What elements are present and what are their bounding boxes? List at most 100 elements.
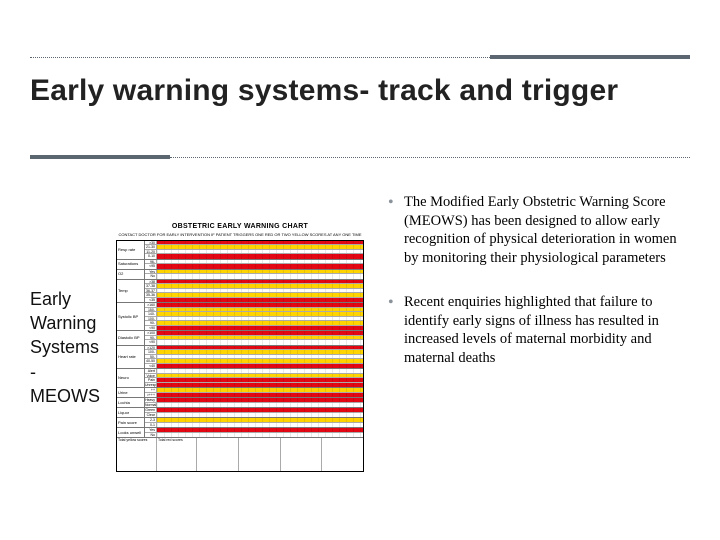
row-value: >38 xyxy=(145,280,157,284)
grid-overlay xyxy=(157,326,363,331)
param-block: Saturations96-100<95 xyxy=(117,259,363,269)
param-label: Saturations xyxy=(117,260,145,269)
param-label: Liquor xyxy=(117,408,145,417)
row-value: 2-3 xyxy=(145,418,157,422)
row-band xyxy=(157,331,363,335)
param-rows: >10090-100<90 xyxy=(145,331,363,345)
obstetric-warning-chart: Resp rate>3021-3011-200-10Saturations96-… xyxy=(116,240,364,473)
footer-cell: Total yellow scores xyxy=(117,438,157,471)
row-value: 150-160 xyxy=(145,308,157,312)
param-label: O2 xyxy=(117,270,145,279)
row-value: ++ xyxy=(145,388,157,392)
row-value: No xyxy=(145,274,157,279)
grid-overlay xyxy=(157,418,363,422)
row-band xyxy=(157,270,363,274)
param-block: Pain score2-30-1 xyxy=(117,417,363,427)
row-band xyxy=(157,260,363,264)
footer-cell xyxy=(322,438,363,471)
param-label: Neuro xyxy=(117,369,145,387)
rule-thick xyxy=(490,55,690,59)
row-band xyxy=(157,428,363,432)
row-band xyxy=(157,303,363,307)
rule-dots xyxy=(170,157,690,158)
chart-row: <40 xyxy=(145,364,363,369)
row-band xyxy=(157,308,363,312)
row-value: 40-50 xyxy=(145,359,157,363)
param-rows: >3837-3836-3735-36<35 xyxy=(145,280,363,303)
grid-overlay xyxy=(157,336,363,340)
chart-row: No xyxy=(145,433,363,438)
param-block: LiquorGreenClear xyxy=(117,407,363,417)
row-band xyxy=(157,408,363,412)
param-label: Lochia xyxy=(117,398,145,407)
chart-wrap: OBSTETRIC EARLY WARNING CHART CONTACT DO… xyxy=(110,223,370,473)
grid-overlay xyxy=(157,312,363,316)
chart-row: <35 xyxy=(145,298,363,303)
param-label: Systolic BP xyxy=(117,303,145,330)
row-band xyxy=(157,403,363,408)
row-value: 96-100 xyxy=(145,260,157,264)
row-band xyxy=(157,364,363,369)
param-label: Heart rate xyxy=(117,346,145,369)
grid-overlay xyxy=(157,355,363,359)
param-block: LochiaHeavyNormal xyxy=(117,397,363,407)
row-band xyxy=(157,254,363,259)
row-band xyxy=(157,293,363,297)
chart-row: >+++ xyxy=(145,393,363,398)
grid-overlay xyxy=(157,274,363,279)
row-value: Alert xyxy=(145,369,157,373)
row-value: >160 xyxy=(145,303,157,307)
row-band xyxy=(157,393,363,398)
row-band xyxy=(157,241,363,245)
row-band xyxy=(157,355,363,359)
caption-line: Warning xyxy=(30,311,104,335)
bullet-list: The Modified Early Obstetric Warning Sco… xyxy=(388,193,690,367)
grid-overlay xyxy=(157,393,363,398)
content-area: EarlyWarningSystems -MEOWS OBSTETRIC EAR… xyxy=(30,175,690,520)
chart-row: 0-10 xyxy=(145,254,363,259)
row-value: 35-36 xyxy=(145,293,157,297)
row-value: 21-30 xyxy=(145,245,157,249)
param-block: Looks unwellYesNo xyxy=(117,427,363,437)
grid-overlay xyxy=(157,428,363,432)
row-band xyxy=(157,298,363,303)
grid-overlay xyxy=(157,350,363,354)
param-block: O2YesNo xyxy=(117,269,363,279)
param-rows: AlertVoicePainUnresp xyxy=(145,369,363,387)
row-band xyxy=(157,433,363,438)
grid-overlay xyxy=(157,413,363,418)
grid-overlay xyxy=(157,383,363,388)
row-value: <95 xyxy=(145,264,157,269)
grid-overlay xyxy=(157,378,363,382)
grid-overlay xyxy=(157,340,363,345)
row-band xyxy=(157,336,363,340)
grid-overlay xyxy=(157,280,363,284)
param-rows: YesNo xyxy=(145,270,363,279)
param-block: Heart rate>120100-12050-10040-50<40 xyxy=(117,345,363,369)
row-value: <35 xyxy=(145,298,157,303)
param-rows: 96-100<95 xyxy=(145,260,363,269)
footer-cell xyxy=(197,438,239,471)
row-value: 100-140 xyxy=(145,317,157,321)
grid-overlay xyxy=(157,284,363,288)
grid-overlay xyxy=(157,241,363,245)
param-block: NeuroAlertVoicePainUnresp xyxy=(117,368,363,387)
row-value: 11-20 xyxy=(145,250,157,254)
grid-overlay xyxy=(157,374,363,378)
row-value: 37-38 xyxy=(145,284,157,288)
grid-overlay xyxy=(157,270,363,274)
param-block: Diastolic BP>10090-100<90 xyxy=(117,330,363,345)
row-value: >100 xyxy=(145,331,157,335)
row-value: 140-150 xyxy=(145,312,157,316)
row-value: Normal xyxy=(145,403,157,408)
row-value: 50-100 xyxy=(145,355,157,359)
row-band xyxy=(157,423,363,428)
row-value: Pain xyxy=(145,378,157,382)
row-band xyxy=(157,350,363,354)
footer-cell xyxy=(239,438,281,471)
row-value: 90-100 xyxy=(145,336,157,340)
decorative-rule-bottom xyxy=(30,155,690,159)
row-value: <90 xyxy=(145,326,157,331)
row-band xyxy=(157,280,363,284)
row-band xyxy=(157,274,363,279)
